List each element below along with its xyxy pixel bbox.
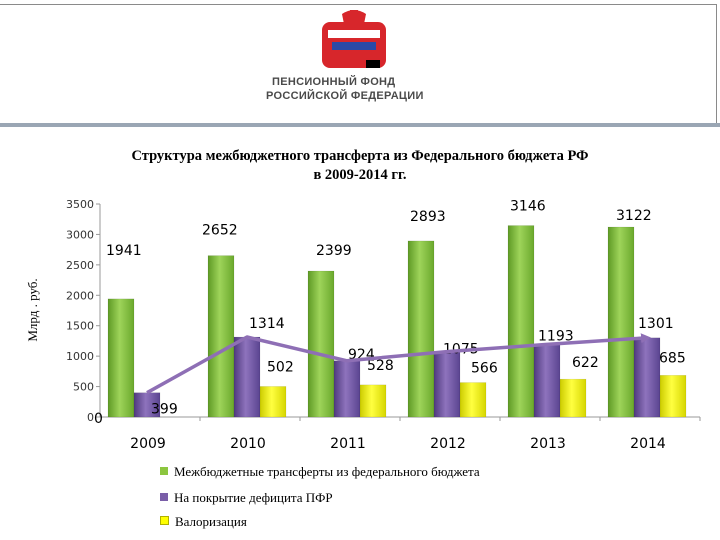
- data-label: 622: [572, 355, 599, 371]
- pfr-logo: [322, 10, 386, 68]
- bar-deficit: [533, 344, 561, 418]
- bar-valorization: [559, 378, 587, 418]
- y-tick-label: 2500: [66, 259, 94, 272]
- legend-swatch-green: [160, 467, 168, 475]
- x-tick-label: 2009: [130, 436, 166, 452]
- x-tick-label: 2011: [330, 436, 366, 452]
- x-tick-label: 2014: [630, 436, 666, 452]
- data-label: 1314: [249, 316, 285, 332]
- bar-transfers: [107, 298, 135, 418]
- bar-transfers: [407, 240, 435, 418]
- data-label: 502: [267, 359, 294, 375]
- bar-deficit: [333, 360, 361, 418]
- data-label: 2399: [316, 243, 352, 259]
- header: ПЕНСИОННЫЙ ФОНД РОССИЙСКОЙ ФЕДЕРАЦИИ: [0, 0, 720, 128]
- chart-title: Структура межбюджетного трансферта из Фе…: [131, 148, 589, 164]
- legend-item-transfers: Межбюджетные трансферты из федерального …: [160, 464, 480, 480]
- bar-transfers: [607, 226, 635, 418]
- legend-swatch-yellow: [160, 516, 169, 525]
- chart-subtitle: в 2009-2014 гг.: [313, 167, 407, 183]
- y-axis-label: Млрд . руб.: [25, 278, 40, 341]
- bar-valorization: [259, 386, 287, 418]
- y-tick-label: 500: [73, 381, 94, 394]
- data-label: 2652: [202, 223, 238, 239]
- y-tick-label: 2000: [66, 289, 94, 302]
- x-tick-label: 2013: [530, 436, 566, 452]
- org-name-line2: РОССИЙСКОЙ ФЕДЕРАЦИИ: [266, 90, 424, 102]
- y-tick-label: 3000: [66, 228, 94, 241]
- bar-deficit: [133, 392, 161, 418]
- data-label: 399: [151, 402, 178, 418]
- legend-item-valorization: Валоризация: [160, 514, 247, 530]
- bar-transfers: [307, 270, 335, 418]
- data-label: 1301: [638, 316, 674, 332]
- x-tick-label: 2010: [230, 436, 266, 452]
- y-tick-label: 1500: [66, 320, 94, 333]
- legend-label-valorization: Валоризация: [175, 514, 247, 529]
- y-tick-label: 0: [87, 411, 94, 424]
- bar-transfers: [507, 225, 535, 418]
- data-label: 685: [659, 350, 686, 366]
- y-tick-label: 3500: [66, 198, 94, 211]
- data-label: 566: [471, 361, 498, 377]
- legend-label-deficit: На покрытие дефицита ПФР: [174, 490, 333, 505]
- bar-deficit: [633, 337, 661, 418]
- bar-deficit: [233, 336, 261, 418]
- data-label: 528: [367, 358, 394, 374]
- data-label: 2893: [410, 209, 446, 225]
- data-label: 1941: [106, 243, 142, 259]
- legend-swatch-purple: [160, 493, 168, 501]
- data-label: 0: [94, 411, 103, 427]
- legend-item-deficit: На покрытие дефицита ПФР: [160, 490, 333, 506]
- bar-transfers: [207, 255, 235, 418]
- header-divider: [0, 123, 720, 127]
- y-tick-label: 1000: [66, 350, 94, 363]
- data-label: 3146: [510, 199, 546, 215]
- org-name-line1: ПЕНСИОННЫЙ ФОНД: [272, 76, 396, 88]
- bar-valorization: [659, 375, 687, 418]
- legend-label-transfers: Межбюджетные трансферты из федерального …: [174, 464, 480, 479]
- bar-valorization: [459, 382, 487, 418]
- bar-valorization: [359, 384, 387, 418]
- bar-deficit: [433, 351, 461, 418]
- data-label: 3122: [616, 208, 652, 224]
- x-tick-label: 2012: [430, 436, 466, 452]
- trend-line-deficit: [146, 333, 651, 395]
- data-label: 1193: [538, 328, 574, 344]
